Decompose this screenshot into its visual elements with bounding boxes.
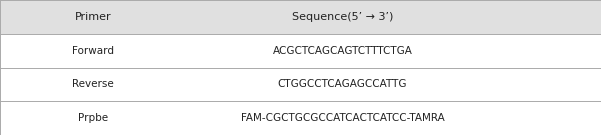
Bar bbox=[0, 68, 601, 101]
Text: Forward: Forward bbox=[72, 46, 114, 56]
Bar bbox=[0, 0, 601, 34]
Text: FAM-CGCTGCGCCATCACTCATCC-TAMRA: FAM-CGCTGCGCCATCACTCATCC-TAMRA bbox=[240, 113, 445, 123]
Text: Sequence(5’ → 3’): Sequence(5’ → 3’) bbox=[292, 12, 393, 22]
Text: Primer: Primer bbox=[75, 12, 111, 22]
Text: ACGCTCAGCAGTCTTTCTGA: ACGCTCAGCAGTCTTTCTGA bbox=[273, 46, 412, 56]
Bar bbox=[0, 101, 601, 135]
Text: Prpbe: Prpbe bbox=[78, 113, 108, 123]
Bar bbox=[0, 34, 601, 68]
Text: Reverse: Reverse bbox=[72, 79, 114, 89]
Text: CTGGCCTCAGAGCCATTG: CTGGCCTCAGAGCCATTG bbox=[278, 79, 407, 89]
